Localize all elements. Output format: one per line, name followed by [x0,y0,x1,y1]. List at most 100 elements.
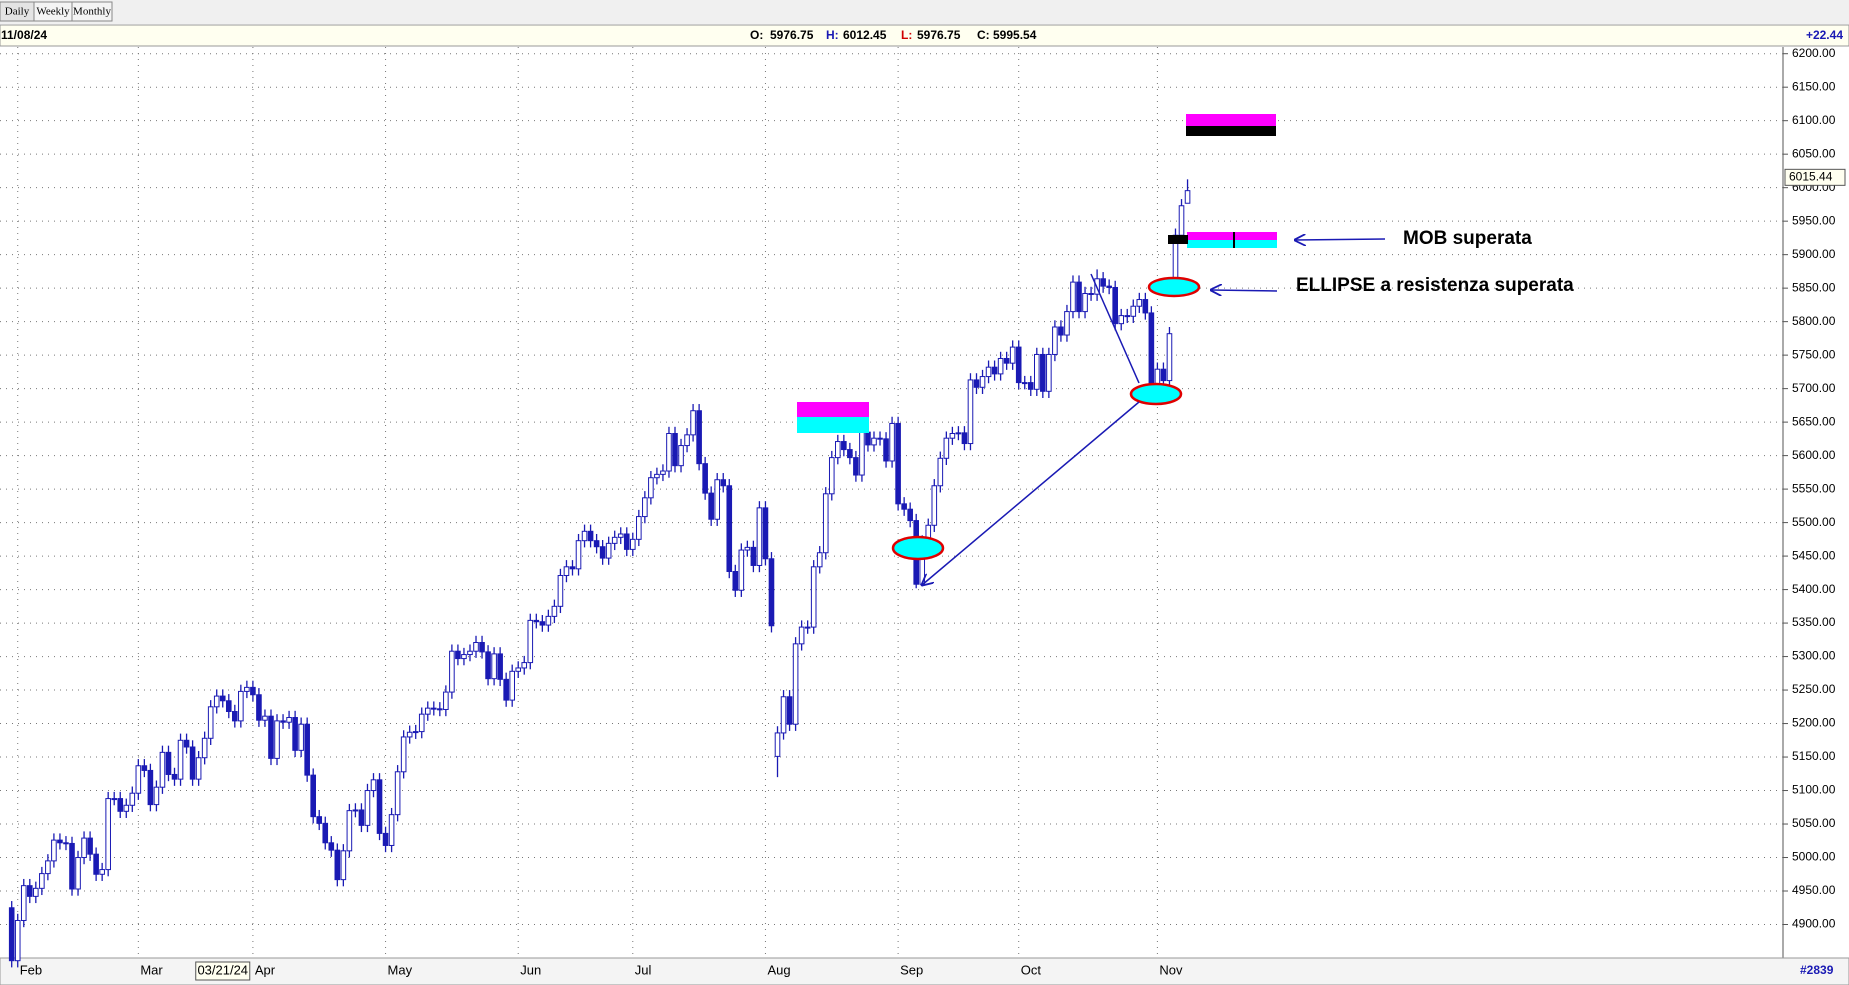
candle-body [509,670,515,701]
candle-body [684,434,690,447]
candle-body [1040,353,1046,392]
candle-body [666,433,672,472]
candle-body [1003,357,1010,364]
y-tick-label: 5800.00 [1792,314,1836,328]
header-date: 11/08/24 [1,28,47,42]
candle-body [714,479,721,520]
candle-body [394,771,401,816]
candle-body [1142,299,1149,314]
candle-body [443,691,449,710]
candle-body [660,470,666,475]
candle-body [786,696,793,725]
candle-body [847,449,853,459]
candle-body [835,441,841,459]
candle-body [244,686,250,692]
candle-body [1070,281,1076,313]
candle-body [45,860,51,875]
candle-body [219,695,226,702]
candle-body [1009,346,1016,364]
candle-body [629,538,636,550]
candle-body [141,765,148,771]
candle-body [1166,333,1173,382]
change-value: +22.44 [1806,28,1843,42]
header-bar [0,24,1849,47]
candle-body [1112,286,1118,325]
x-tick-label: Jul [635,962,652,977]
candle-body [382,832,389,846]
candle-body [720,479,727,487]
candle-body [328,842,335,851]
candle-body [1148,312,1155,386]
candle-body [262,715,268,721]
candle-body [467,650,473,656]
candle-body [539,621,546,626]
arrow [922,401,1140,585]
zone [1187,240,1277,248]
tab-label[interactable]: Monthly [73,6,111,18]
candle-body [967,379,974,445]
candle-body [171,773,178,780]
candle-body [485,651,491,680]
candle-body [853,457,859,476]
candle-body [195,757,202,780]
candle-body [8,907,15,962]
ohlc-value: 5995.54 [993,28,1037,42]
candle-body [20,885,27,921]
candle-body [623,533,630,550]
candle-body [702,463,708,494]
candle-body [213,695,220,708]
candle-body [424,707,431,715]
candle-body [1184,190,1191,204]
annotation-text: ELLIPSE a resistenza superata [1296,275,1574,296]
candle-body [159,751,166,788]
candle-body [51,839,57,862]
candle-body [135,765,142,794]
candle-body [648,477,654,499]
tab-label[interactable]: Weekly [36,6,70,18]
candle-body [617,533,624,538]
zone [1168,235,1188,244]
candle-body [557,575,564,607]
x-tick-label: Mar [140,962,163,977]
candle-body [587,530,594,542]
y-tick-label: 5250.00 [1792,682,1836,696]
candle-body [437,708,443,711]
tab-label[interactable]: Daily [5,6,30,18]
candle-body [804,626,811,629]
candle-body [153,786,160,806]
candle-body [997,357,1004,375]
candle-body [346,810,353,852]
candle-body [931,485,938,526]
candle-body [165,751,172,775]
candle-body [955,432,962,435]
candle-body [533,619,540,623]
candle-body [370,779,377,792]
arrow [1090,273,1140,384]
arrow [1211,290,1278,291]
candle-body [111,798,118,801]
candle-body [177,739,184,780]
candle-body [744,546,751,551]
candle-body [340,850,347,881]
y-tick-label: 5200.00 [1792,716,1836,730]
cursor-date-box [195,961,251,981]
y-tick-label: 6150.00 [1792,79,1836,93]
zone [797,417,869,433]
tab-button[interactable] [71,1,113,22]
candle-body [1124,315,1131,318]
candle-body [1076,281,1082,313]
toolbar [0,0,1849,24]
candle-body [1136,299,1143,307]
zone [1186,126,1276,136]
candle-body [268,715,274,759]
candle-body [937,457,944,487]
candle-body [581,530,588,542]
x-tick-label: Aug [767,962,790,977]
candle-body [491,653,497,680]
candle-body [768,558,775,627]
candle-body [376,779,383,834]
candle-body [877,437,883,440]
candle-body [316,816,323,824]
ohlc-label: O: [750,28,763,42]
candle-body [859,431,865,476]
